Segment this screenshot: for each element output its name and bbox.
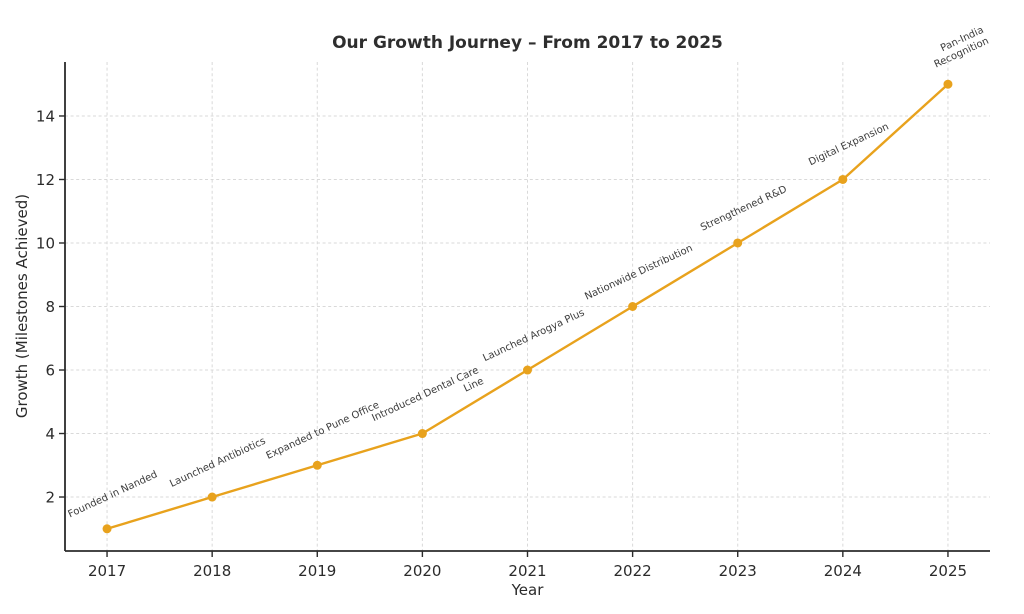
data-point-marker [628, 302, 638, 311]
x-tick-label: 2018 [193, 562, 231, 580]
y-tick-label: 2 [45, 489, 55, 507]
x-tick-label: 2021 [508, 562, 546, 580]
data-point-marker [102, 524, 112, 534]
data-point-marker [207, 492, 217, 502]
x-tick-label: 2024 [824, 562, 862, 580]
data-point-marker [523, 365, 532, 375]
x-tick-label: 2017 [88, 562, 126, 580]
x-tick-label: 2025 [929, 562, 967, 580]
data-point-marker [943, 79, 953, 89]
y-tick-label: 10 [36, 234, 55, 252]
data-point-marker [733, 238, 743, 248]
x-tick-label: 2019 [298, 562, 336, 580]
y-tick-label: 14 [36, 107, 55, 125]
y-tick-label: 4 [45, 425, 55, 443]
y-tick-label: 6 [45, 362, 55, 380]
chart-title: Our Growth Journey – From 2017 to 2025 [332, 33, 723, 53]
y-tick-label: 8 [45, 298, 55, 316]
y-tick-label: 12 [36, 171, 55, 189]
x-tick-label: 2020 [403, 562, 441, 580]
x-tick-label: 2022 [614, 562, 652, 580]
x-axis-label: Year [511, 581, 544, 599]
data-point-marker [838, 174, 848, 184]
data-point-marker [312, 460, 322, 470]
data-point-marker [417, 429, 427, 439]
x-tick-label: 2023 [719, 562, 757, 580]
